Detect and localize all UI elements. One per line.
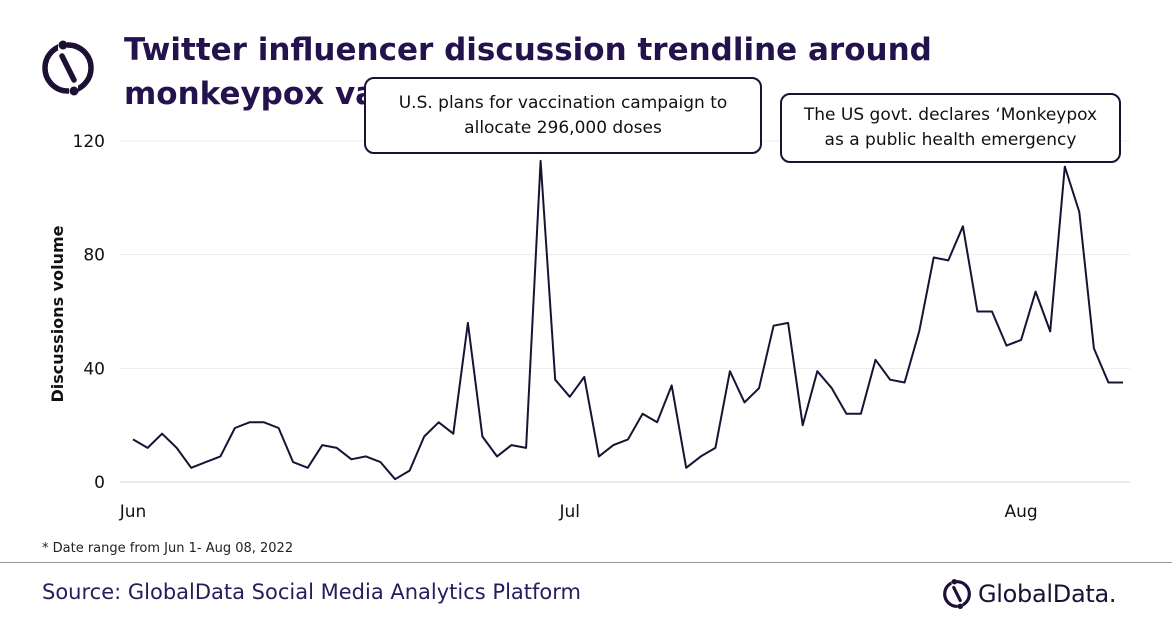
annotation-public-health-emergency: The US govt. declares ‘Monkeypox as a pu…	[780, 93, 1121, 163]
globaldata-logo-icon	[42, 40, 94, 96]
y-tick-label: 40	[83, 359, 105, 379]
series-line	[132, 159, 1123, 481]
x-tick-label: Aug	[1004, 502, 1037, 522]
x-tick-label: Jul	[559, 502, 581, 522]
series-group	[132, 159, 1123, 481]
x-axis-ticks: Jun Jul Aug	[119, 502, 1038, 522]
y-tick-label: 0	[94, 473, 105, 493]
y-axis-ticks: 0 40 80 120	[73, 132, 105, 493]
date-range-footnote: * Date range from Jun 1- Aug 08, 2022	[42, 541, 294, 556]
globaldata-logo-icon	[943, 579, 971, 609]
y-tick-label: 80	[83, 246, 105, 266]
brand-logo: GlobalData.	[942, 574, 1117, 614]
y-axis-label: Discussions volume	[48, 225, 67, 402]
x-tick-label: Jun	[119, 502, 147, 522]
y-tick-label: 120	[73, 132, 105, 152]
annotation-vaccination-campaign: U.S. plans for vaccination campaign to a…	[364, 77, 762, 154]
footer-divider	[0, 562, 1172, 563]
brand-wordmark: GlobalData.	[978, 580, 1117, 608]
source-note: Source: GlobalData Social Media Analytic…	[42, 580, 581, 604]
